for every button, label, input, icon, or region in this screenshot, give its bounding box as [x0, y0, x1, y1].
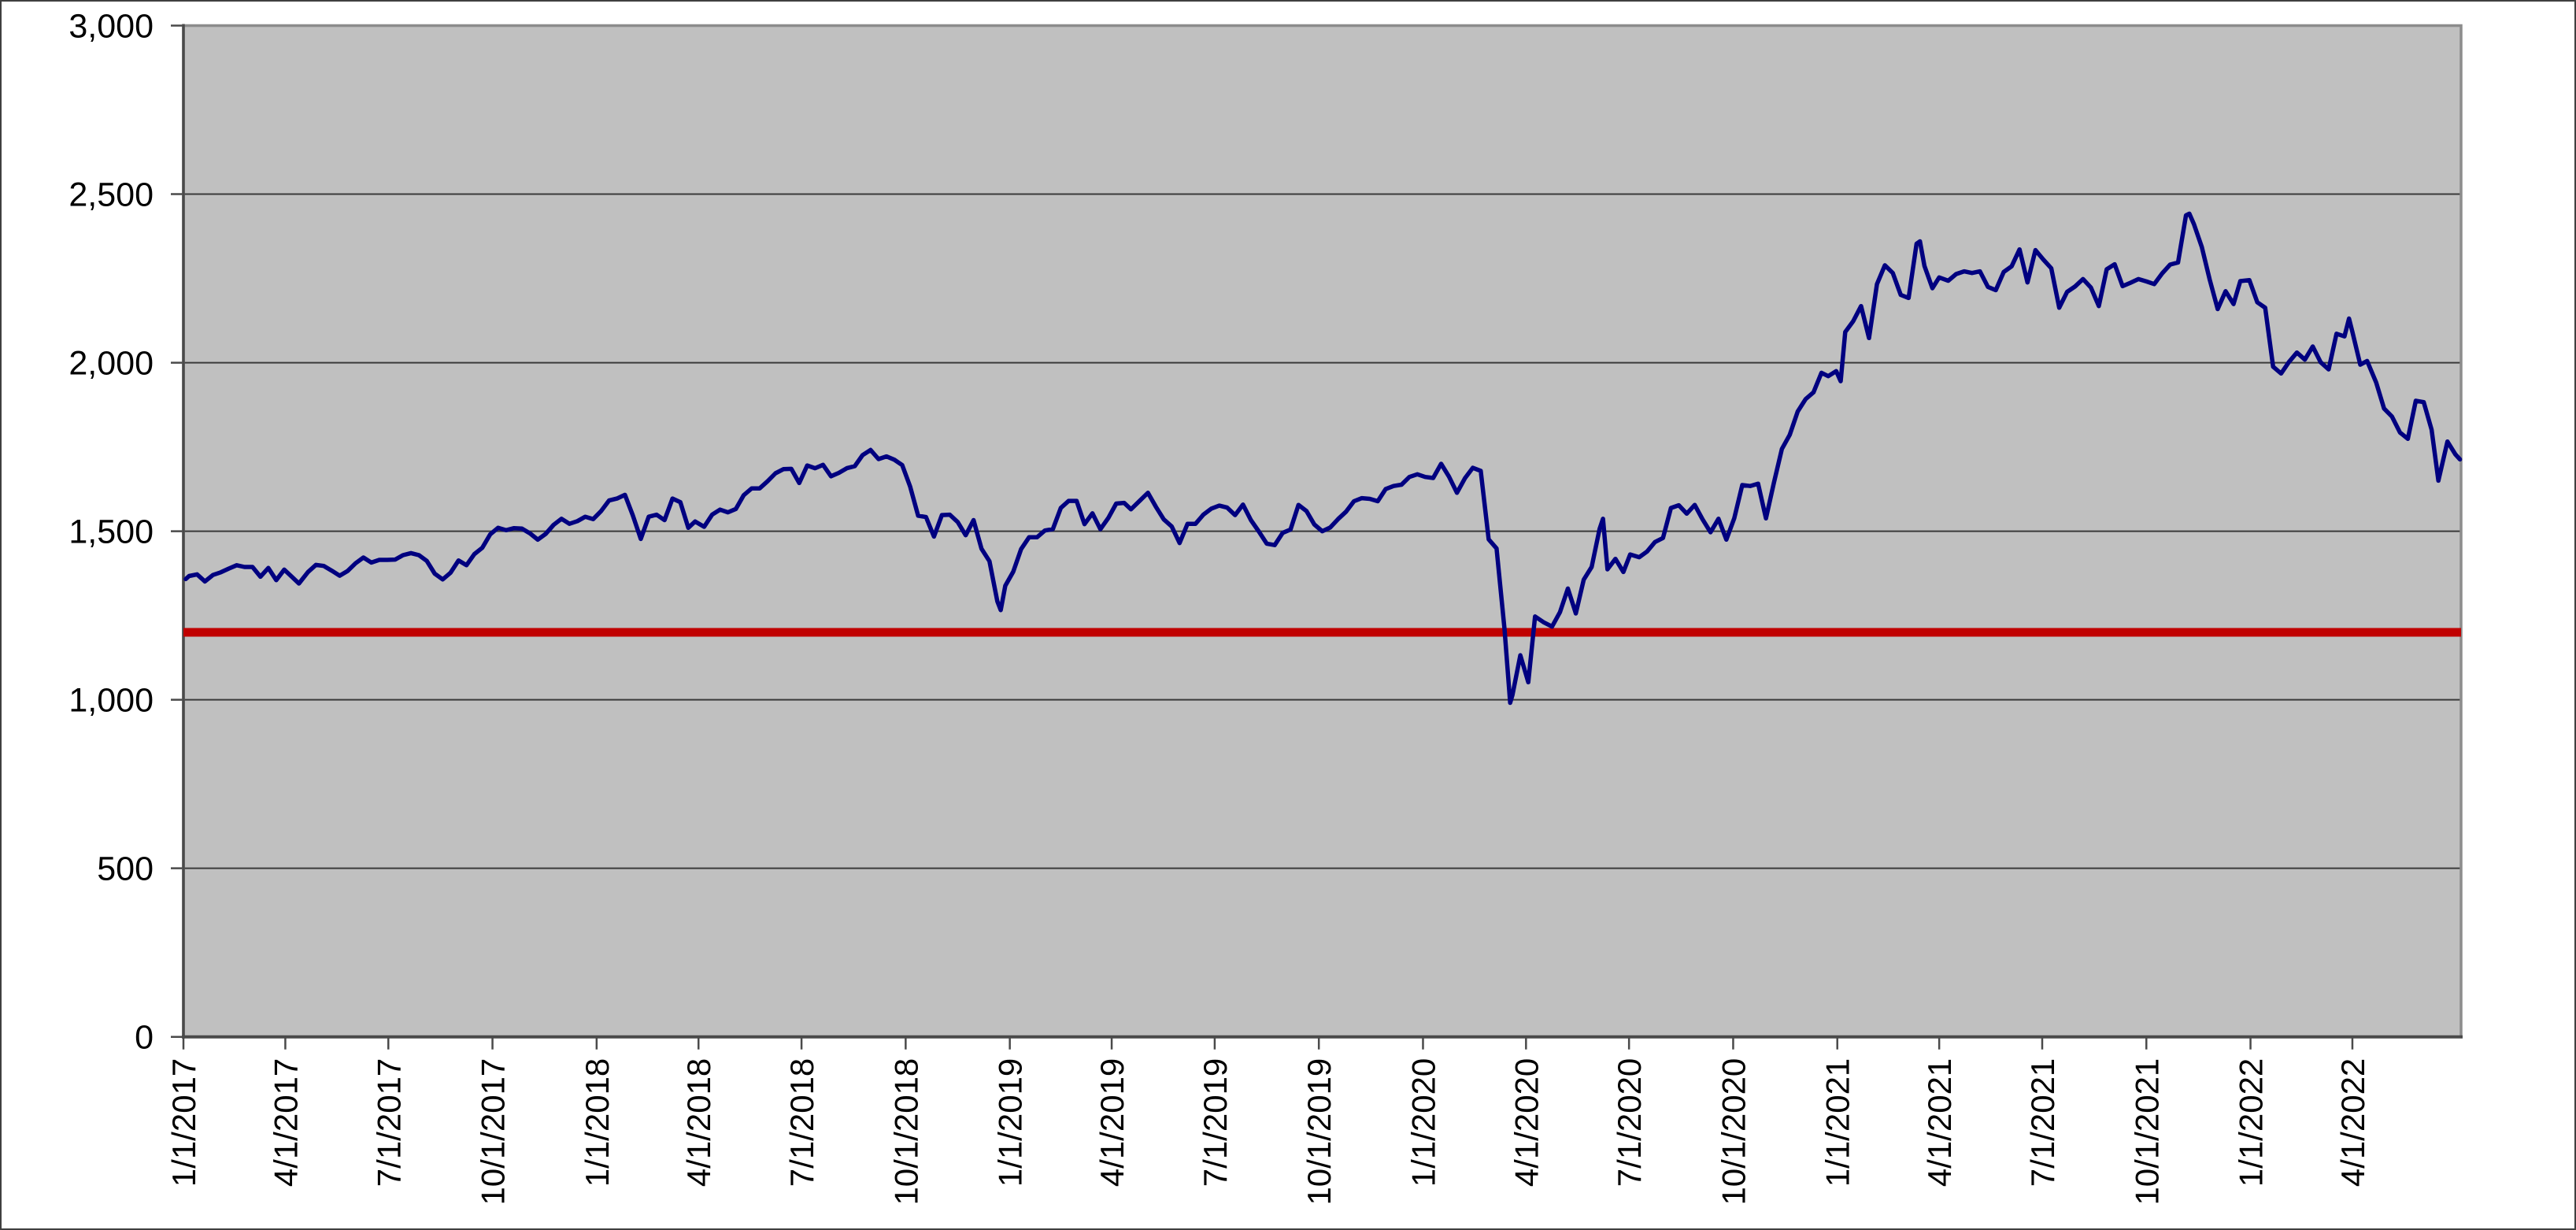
y-tick-label: 3,000 [68, 8, 154, 46]
y-tick-label: 0 [135, 1019, 154, 1057]
x-tick-label: 10/1/2017 [475, 1058, 512, 1206]
y-tick-label: 2,000 [68, 345, 154, 383]
x-tick-label: 1/1/2018 [579, 1058, 616, 1187]
x-tick-label: 1/1/2020 [1405, 1058, 1442, 1187]
x-tick-label: 1/1/2022 [2233, 1058, 2270, 1187]
x-tick-label: 1/1/2019 [992, 1058, 1029, 1187]
x-tick-label: 7/1/2019 [1197, 1058, 1234, 1187]
y-tick-label: 1,000 [68, 682, 154, 720]
x-tick-label: 10/1/2020 [1715, 1058, 1752, 1206]
y-tick-label: 500 [97, 850, 154, 888]
x-tick-label: 4/1/2018 [680, 1058, 717, 1187]
x-tick-label: 7/1/2017 [370, 1058, 407, 1187]
x-tick-label: 4/1/2020 [1508, 1058, 1545, 1187]
x-tick-label: 4/1/2017 [267, 1058, 304, 1187]
y-tick-label: 2,500 [68, 176, 154, 214]
x-tick-label: 10/1/2018 [887, 1058, 924, 1206]
x-tick-label: 1/1/2021 [1819, 1058, 1856, 1187]
x-tick-label: 10/1/2019 [1301, 1058, 1338, 1206]
x-tick-label: 7/1/2018 [783, 1058, 820, 1187]
x-tick-label: 4/1/2019 [1094, 1058, 1131, 1187]
x-tick-label: 4/1/2021 [1921, 1058, 1958, 1187]
x-tick-label: 7/1/2021 [2024, 1058, 2061, 1187]
index-price-line [183, 211, 2463, 706]
x-tick-label: 4/1/2022 [2334, 1058, 2371, 1187]
x-tick-label: 7/1/2020 [1611, 1058, 1648, 1187]
x-tick-label: 10/1/2021 [2128, 1058, 2165, 1206]
x-tick-label: 1/1/2017 [165, 1058, 202, 1187]
y-tick-label: 1,500 [68, 513, 154, 551]
